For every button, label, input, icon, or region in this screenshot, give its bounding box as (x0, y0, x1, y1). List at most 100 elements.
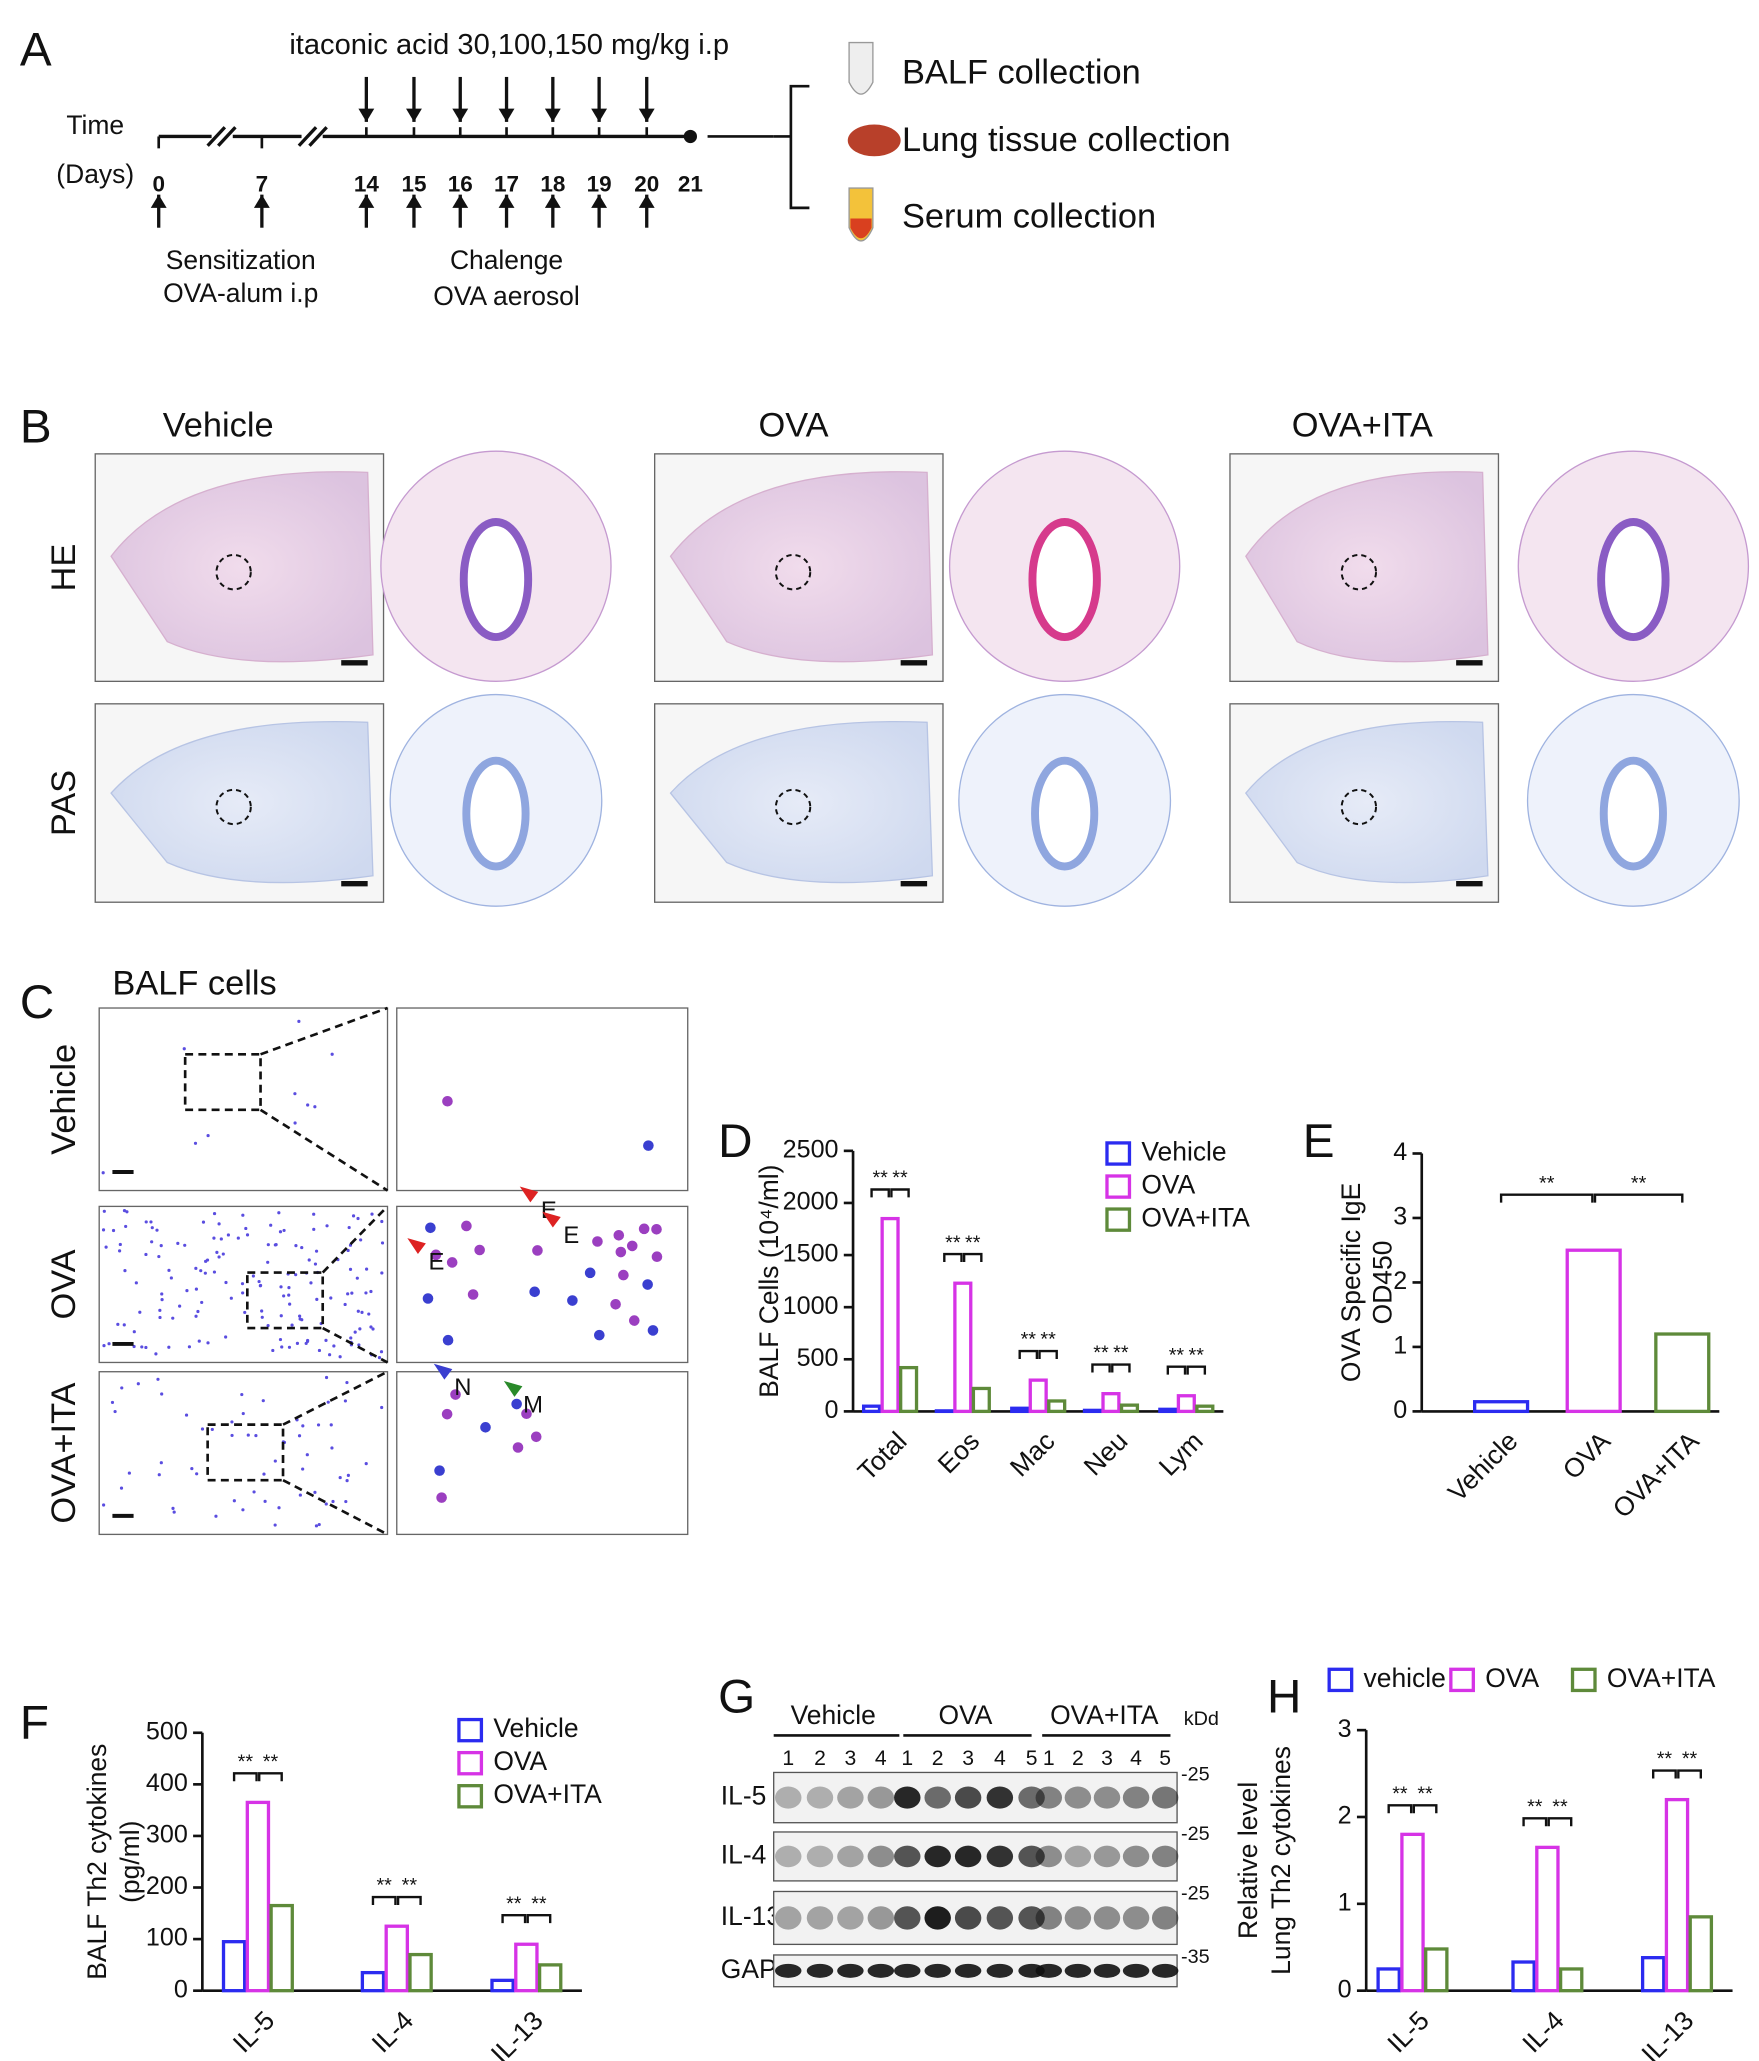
significance-bracket (501, 1913, 527, 1924)
x-tick-label: IL-5 (227, 2005, 280, 2058)
group-label: OVA+ITA (45, 1382, 83, 1523)
cell-dot (116, 1322, 120, 1326)
cell-dot (127, 1471, 131, 1475)
blot-band (867, 1963, 895, 1978)
cell-dot (313, 1105, 317, 1109)
lane-label: 2 (814, 1747, 826, 1770)
cell-dot (294, 1244, 298, 1248)
x-tick-label: Eos (932, 1426, 985, 1479)
blot-band (986, 1906, 1014, 1930)
cell-dot (246, 1433, 250, 1437)
panel-label: G (718, 1670, 755, 1723)
y-tick-label: 1500 (783, 1240, 839, 1268)
significance-label: ** (1040, 1329, 1056, 1351)
cell (532, 1245, 543, 1256)
cell (651, 1224, 662, 1235)
bar (1565, 1248, 1622, 1414)
cell-dot (158, 1308, 162, 1312)
bar (934, 1409, 954, 1414)
blot-band (1122, 1786, 1150, 1809)
cell-dot (295, 1341, 300, 1345)
cell-dot (282, 1228, 286, 1233)
lane-label: 4 (875, 1747, 887, 1770)
cell-dot (324, 1502, 328, 1506)
cell-arrow (503, 1380, 523, 1397)
cell-dot (102, 1209, 106, 1213)
arrow-head (406, 194, 422, 208)
cell-dot (355, 1276, 359, 1280)
cell (422, 1293, 434, 1304)
blot-band (1093, 1845, 1121, 1868)
cell-dot (357, 1343, 361, 1347)
unit-label: kDd (1184, 1708, 1219, 1730)
significance-bracket (1166, 1365, 1187, 1375)
cell-dot (287, 1286, 291, 1290)
significance-label: ** (402, 1875, 418, 1897)
x-tick-label: IL-5 (1381, 2005, 1434, 2058)
airway (1597, 518, 1670, 642)
cell-dot (212, 1270, 217, 1274)
bar (1101, 1392, 1121, 1414)
bar (1640, 1956, 1666, 1993)
cell-dot (102, 1344, 106, 1348)
bar (1511, 1960, 1536, 1993)
significance-bracket (1412, 1804, 1438, 1814)
cell-dot (193, 1141, 198, 1145)
protein-label: IL-13 (721, 1901, 781, 1931)
legend-label: OVA+ITA (1141, 1203, 1250, 1233)
protein-label: IL-4 (721, 1839, 767, 1869)
significance-label: ** (1657, 1748, 1673, 1770)
cell (651, 1251, 663, 1263)
blot-band (1035, 1963, 1063, 1978)
legend-swatch (457, 1784, 484, 1809)
cell-dot (278, 1230, 283, 1234)
arrow-head (253, 194, 270, 208)
cell-dot (312, 1212, 316, 1216)
cell-dot (306, 1103, 310, 1107)
cell (638, 1223, 650, 1235)
significance-bracket (1091, 1363, 1111, 1373)
arrow-head (498, 194, 515, 208)
smear-image (98, 1371, 389, 1536)
blot-band (867, 1906, 895, 1930)
zoom-line (321, 1205, 389, 1274)
cell-dot (297, 1019, 301, 1023)
significance-label: ** (892, 1167, 908, 1189)
cell (594, 1329, 605, 1341)
significance-label: ** (1539, 1172, 1555, 1194)
cell-dot (266, 1323, 270, 1328)
cell-dot (224, 1335, 228, 1339)
lane-label: 5 (1159, 1747, 1171, 1770)
bar (1688, 1915, 1714, 1993)
blot-band (894, 1906, 921, 1930)
bar (1472, 1400, 1530, 1414)
collection-icons (847, 41, 901, 242)
significance-label: ** (376, 1875, 392, 1897)
cell-dot (221, 1252, 225, 1256)
lane-label: 2 (1072, 1747, 1084, 1770)
cell-dot (380, 1271, 384, 1275)
y-tick-label: 500 (146, 1717, 188, 1745)
airway (462, 756, 530, 871)
y-tick-label: 1 (1338, 1888, 1352, 1916)
bar (1158, 1407, 1178, 1414)
cell (474, 1244, 485, 1256)
cell-dot (345, 1380, 349, 1385)
cell-dot (293, 1092, 297, 1096)
lane-label: 2 (932, 1747, 944, 1770)
cell-dot (206, 1341, 210, 1345)
cell-dot (307, 1258, 311, 1262)
cell-dot (160, 1292, 164, 1296)
bar (360, 1970, 386, 1993)
cell-dot (229, 1296, 233, 1300)
region-marker (774, 553, 812, 591)
cell-dot (199, 1269, 203, 1273)
y-tick-label: 0 (825, 1396, 839, 1424)
cell-dot (204, 1259, 208, 1263)
collection-label: BALF collection (902, 53, 1141, 91)
y-tick-label: 1 (1393, 1332, 1407, 1360)
day-label: 21 (678, 171, 703, 196)
legend-label: OVA+ITA (1607, 1663, 1716, 1693)
cell-dot (282, 1294, 286, 1298)
cell-dot (305, 1453, 309, 1457)
